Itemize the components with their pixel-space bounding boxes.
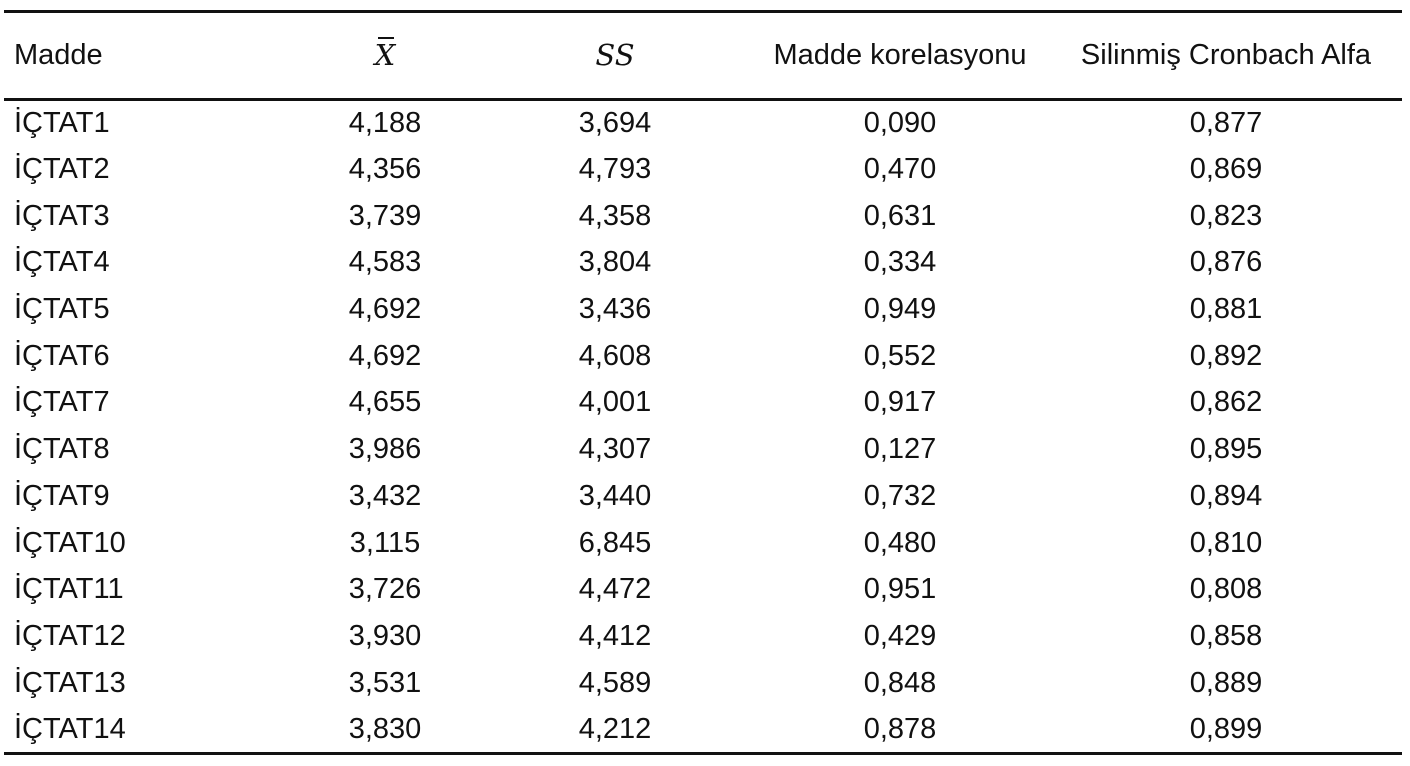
cell-item: İÇTAT10 <box>14 526 126 559</box>
cell-alpha-if-deleted: 0,881 <box>1189 293 1263 326</box>
sd-symbol: SS <box>595 37 635 72</box>
cell-item-correlation: 0,917 <box>863 386 937 419</box>
cell-item: İÇTAT13 <box>14 666 126 699</box>
table-row: İÇTAT4 4,583 3,804 0,334 0,876 <box>4 240 1402 287</box>
cell-item: İÇTAT14 <box>14 712 126 745</box>
cell-alpha-if-deleted: 0,869 <box>1189 153 1263 186</box>
cell-mean: 3,432 <box>348 479 422 512</box>
cell-sd: 4,358 <box>578 199 652 232</box>
cell-item-correlation: 0,848 <box>863 666 937 699</box>
cell-item: İÇTAT3 <box>14 199 110 232</box>
header-alpha-if-deleted: Silinmiş Cronbach Alfa <box>1080 39 1372 71</box>
table-row: İÇTAT13 3,531 4,589 0,848 0,889 <box>4 660 1402 707</box>
cell-item-correlation: 0,480 <box>863 526 937 559</box>
cell-sd: 4,412 <box>578 619 652 652</box>
cell-item-correlation: 0,732 <box>863 479 937 512</box>
cell-item: İÇTAT2 <box>14 153 110 186</box>
table-body: İÇTAT1 4,188 3,694 0,090 0,877 İÇTAT2 4,356 4,7… <box>4 100 1402 754</box>
cell-alpha-if-deleted: 0,823 <box>1189 199 1263 232</box>
cell-sd: 3,440 <box>578 479 652 512</box>
table-row: İÇTAT10 3,115 6,845 0,480 0,810 <box>4 520 1402 567</box>
cell-item-correlation: 0,951 <box>863 573 937 606</box>
cell-mean: 3,830 <box>348 712 422 745</box>
cell-item-correlation: 0,429 <box>863 619 937 652</box>
cell-item: İÇTAT1 <box>14 107 110 140</box>
cell-alpha-if-deleted: 0,899 <box>1189 712 1263 745</box>
table-header: Madde X SS Madde korelasyonu Silinmiş Cr… <box>4 11 1402 100</box>
cell-mean: 3,531 <box>348 666 422 699</box>
table-row: İÇTAT1 4,188 3,694 0,090 0,877 <box>4 100 1402 147</box>
cell-item-correlation: 0,552 <box>863 339 937 372</box>
table-row: İÇTAT2 4,356 4,793 0,470 0,869 <box>4 146 1402 193</box>
cell-item-correlation: 0,127 <box>863 433 937 466</box>
cell-alpha-if-deleted: 0,876 <box>1189 246 1263 279</box>
cell-item: İÇTAT12 <box>14 619 126 652</box>
cell-alpha-if-deleted: 0,894 <box>1189 479 1263 512</box>
cell-mean: 4,188 <box>348 107 422 140</box>
cell-sd: 6,845 <box>578 526 652 559</box>
cell-mean: 3,986 <box>348 433 422 466</box>
cell-mean: 4,692 <box>348 293 422 326</box>
cell-mean: 3,930 <box>348 619 422 652</box>
cell-alpha-if-deleted: 0,892 <box>1189 339 1263 372</box>
cell-sd: 3,804 <box>578 246 652 279</box>
table-row: İÇTAT3 3,739 4,358 0,631 0,823 <box>4 193 1402 240</box>
cell-item-correlation: 0,878 <box>863 712 937 745</box>
cell-mean: 3,739 <box>348 199 422 232</box>
header-item-correlation: Madde korelasyonu <box>773 39 1027 71</box>
table-row: İÇTAT14 3,830 4,212 0,878 0,899 <box>4 706 1402 754</box>
cell-item-correlation: 0,631 <box>863 199 937 232</box>
cell-mean: 4,655 <box>348 386 422 419</box>
table-row: İÇTAT11 3,726 4,472 0,951 0,808 <box>4 566 1402 613</box>
cell-item: İÇTAT7 <box>14 386 110 419</box>
cell-mean: 3,726 <box>348 573 422 606</box>
cell-mean: 4,692 <box>348 339 422 372</box>
table-row: İÇTAT12 3,930 4,412 0,429 0,858 <box>4 613 1402 660</box>
cell-alpha-if-deleted: 0,895 <box>1189 433 1263 466</box>
cell-mean: 3,115 <box>349 526 421 559</box>
cell-mean: 4,356 <box>348 153 422 186</box>
cell-alpha-if-deleted: 0,877 <box>1189 107 1263 140</box>
header-sd: SS <box>480 12 750 100</box>
cell-mean: 4,583 <box>348 246 422 279</box>
cell-alpha-if-deleted: 0,889 <box>1189 666 1263 699</box>
cell-sd: 3,694 <box>578 107 652 140</box>
cell-sd: 4,793 <box>578 153 652 186</box>
cell-item: İÇTAT8 <box>14 433 110 466</box>
cell-sd: 4,472 <box>578 573 652 606</box>
cell-item: İÇTAT4 <box>14 246 110 279</box>
cell-sd: 4,589 <box>578 666 652 699</box>
table-row: İÇTAT5 4,692 3,436 0,949 0,881 <box>4 286 1402 333</box>
table-row: İÇTAT7 4,655 4,001 0,917 0,862 <box>4 380 1402 427</box>
cell-item: İÇTAT5 <box>14 293 110 326</box>
cell-item-correlation: 0,470 <box>863 153 937 186</box>
table-row: İÇTAT8 3,986 4,307 0,127 0,895 <box>4 426 1402 473</box>
cell-alpha-if-deleted: 0,862 <box>1189 386 1263 419</box>
cell-item-correlation: 0,090 <box>863 107 937 140</box>
cell-item: İÇTAT6 <box>14 339 110 372</box>
cell-sd: 4,001 <box>578 386 652 419</box>
cell-sd: 3,436 <box>578 293 652 326</box>
cell-item-correlation: 0,949 <box>863 293 937 326</box>
cell-alpha-if-deleted: 0,810 <box>1189 526 1263 559</box>
cell-item-correlation: 0,334 <box>863 246 937 279</box>
cell-alpha-if-deleted: 0,808 <box>1189 573 1263 606</box>
cell-sd: 4,212 <box>578 712 652 745</box>
table-row: İÇTAT6 4,692 4,608 0,552 0,892 <box>4 333 1402 380</box>
header-row: Madde X SS Madde korelasyonu Silinmiş Cr… <box>4 11 1402 100</box>
cell-sd: 4,608 <box>578 339 652 372</box>
table-row: İÇTAT9 3,432 3,440 0,732 0,894 <box>4 473 1402 520</box>
cell-item: İÇTAT9 <box>14 479 110 512</box>
item-statistics-table: Madde X SS Madde korelasyonu Silinmiş Cr… <box>4 10 1402 755</box>
cell-sd: 4,307 <box>578 433 652 466</box>
item-statistics-table-wrapper: Madde X SS Madde korelasyonu Silinmiş Cr… <box>4 10 1402 755</box>
cell-alpha-if-deleted: 0,858 <box>1189 619 1263 652</box>
mean-symbol: X <box>374 36 396 72</box>
header-item: Madde <box>14 39 103 71</box>
header-mean: X <box>290 12 480 100</box>
cell-item: İÇTAT11 <box>14 573 124 606</box>
